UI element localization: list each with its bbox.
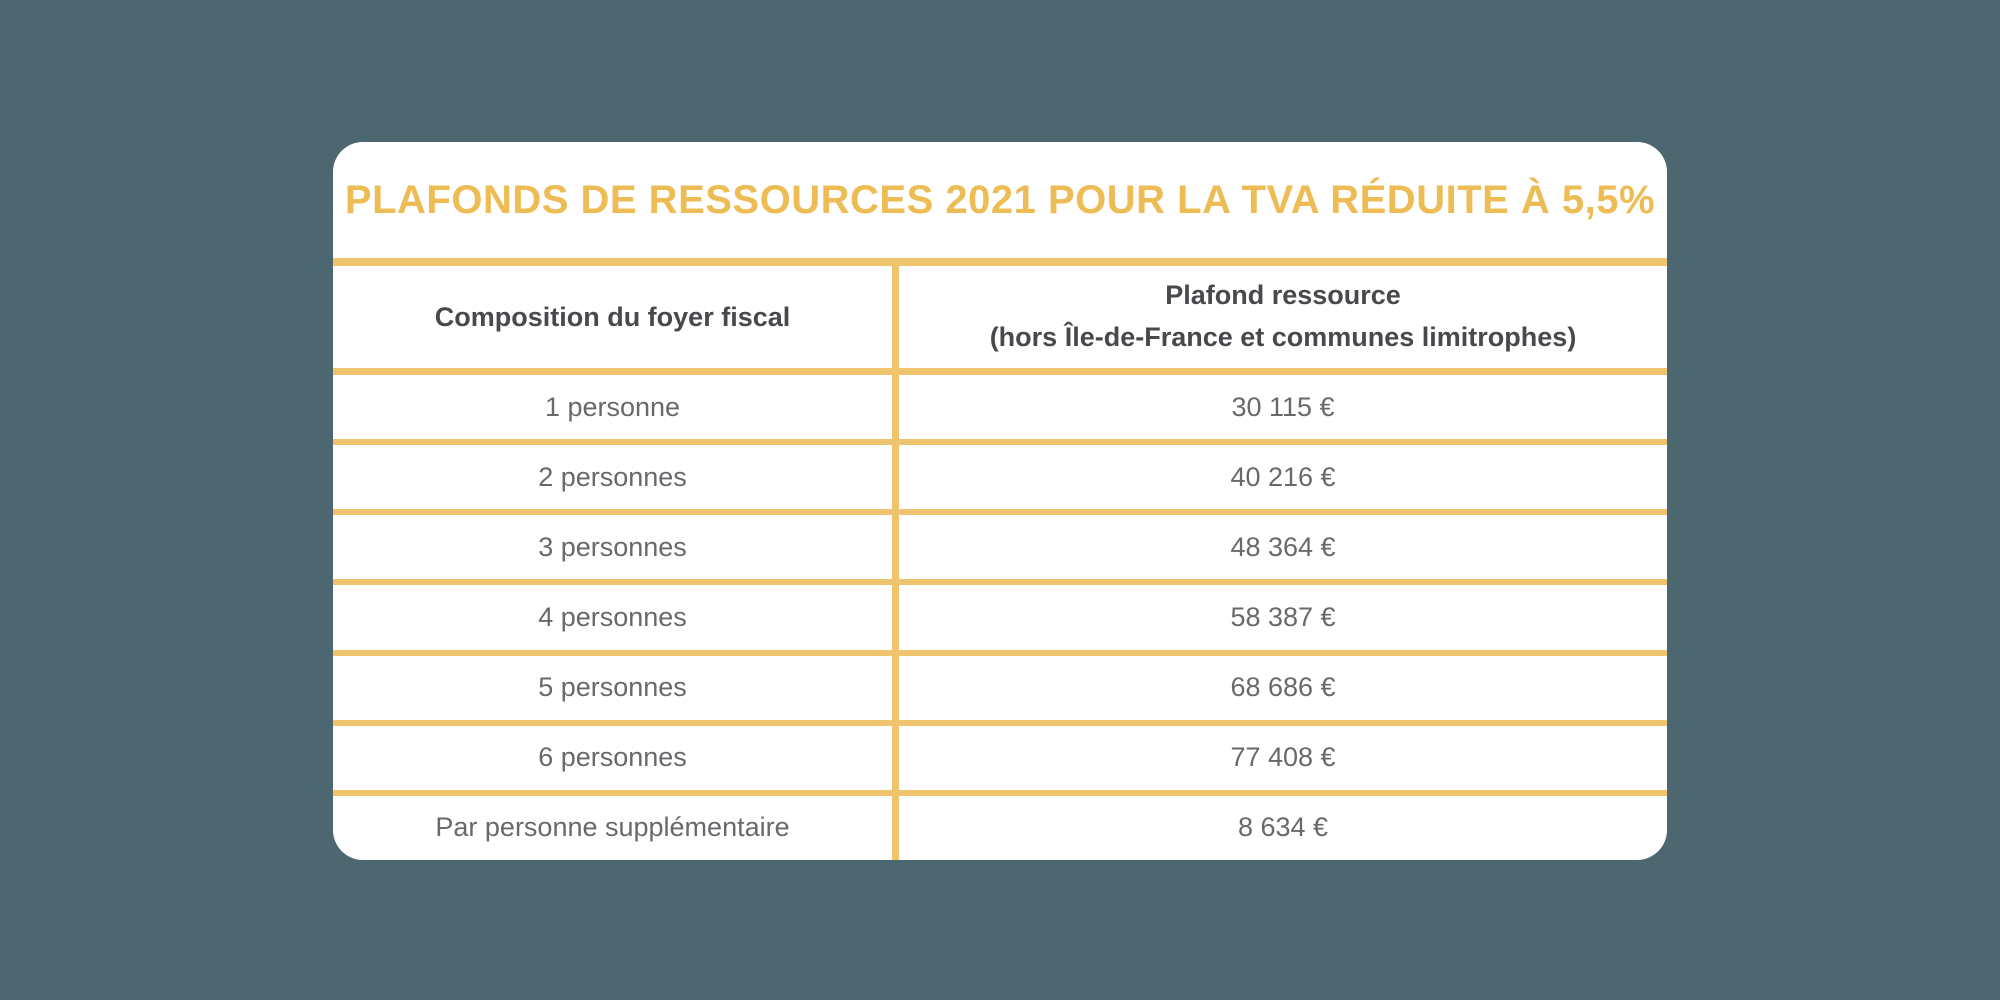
plafond-cell: 30 115 € [1231, 391, 1335, 422]
table-row: 5 personnes 68 686 € [333, 656, 1667, 726]
column-header-plafond-line1: Plafond ressource [1165, 280, 1401, 311]
composition-cell: Par personne supplémentaire [435, 812, 790, 843]
composition-cell: 3 personnes [538, 531, 687, 562]
column-header-plafond-line2: (hors Île-de-France et communes limitrop… [989, 322, 1577, 352]
plafond-cell: 77 408 € [1230, 742, 1336, 773]
plafond-cell: 8 634 € [1237, 812, 1329, 843]
table-row: Par personne supplémentaire 8 634 € [333, 796, 1667, 860]
column-divider-line [892, 266, 899, 860]
plafonds-table-card: PLAFONDS DE RESSOURCES 2021 POUR LA TVA … [333, 142, 1667, 860]
table-row: 1 personne 30 115 € [333, 375, 1667, 446]
table-title: PLAFONDS DE RESSOURCES 2021 POUR LA TVA … [344, 177, 1656, 222]
table-row: 2 personnes 40 216 € [333, 445, 1667, 516]
plafond-cell: 58 387 € [1230, 601, 1336, 632]
table-header-row: Composition du foyer fiscal Plafond ress… [333, 266, 1667, 375]
composition-cell: 5 personnes [538, 672, 687, 703]
table-row: 6 personnes 77 408 € [333, 726, 1667, 796]
table-row: 4 personnes 58 387 € [333, 585, 1667, 656]
composition-cell: 6 personnes [538, 742, 687, 773]
composition-cell: 1 personne [544, 391, 681, 422]
plafond-cell: 68 686 € [1230, 672, 1336, 703]
column-header-composition: Composition du foyer fiscal [434, 301, 791, 332]
plafond-cell: 40 216 € [1230, 461, 1336, 492]
plafond-cell: 48 364 € [1230, 531, 1336, 562]
table-row: 3 personnes 48 364 € [333, 515, 1667, 586]
composition-cell: 2 personnes [538, 461, 687, 492]
composition-cell: 4 personnes [538, 601, 687, 632]
table-body: 1 personne 30 115 € 2 personnes 40 216 € 3 p… [333, 375, 1667, 860]
resources-table: Composition du foyer fiscal Plafond ress… [333, 258, 1667, 860]
column-header-plafond: Plafond ressource (hors Île-de-France et… [899, 266, 1667, 368]
